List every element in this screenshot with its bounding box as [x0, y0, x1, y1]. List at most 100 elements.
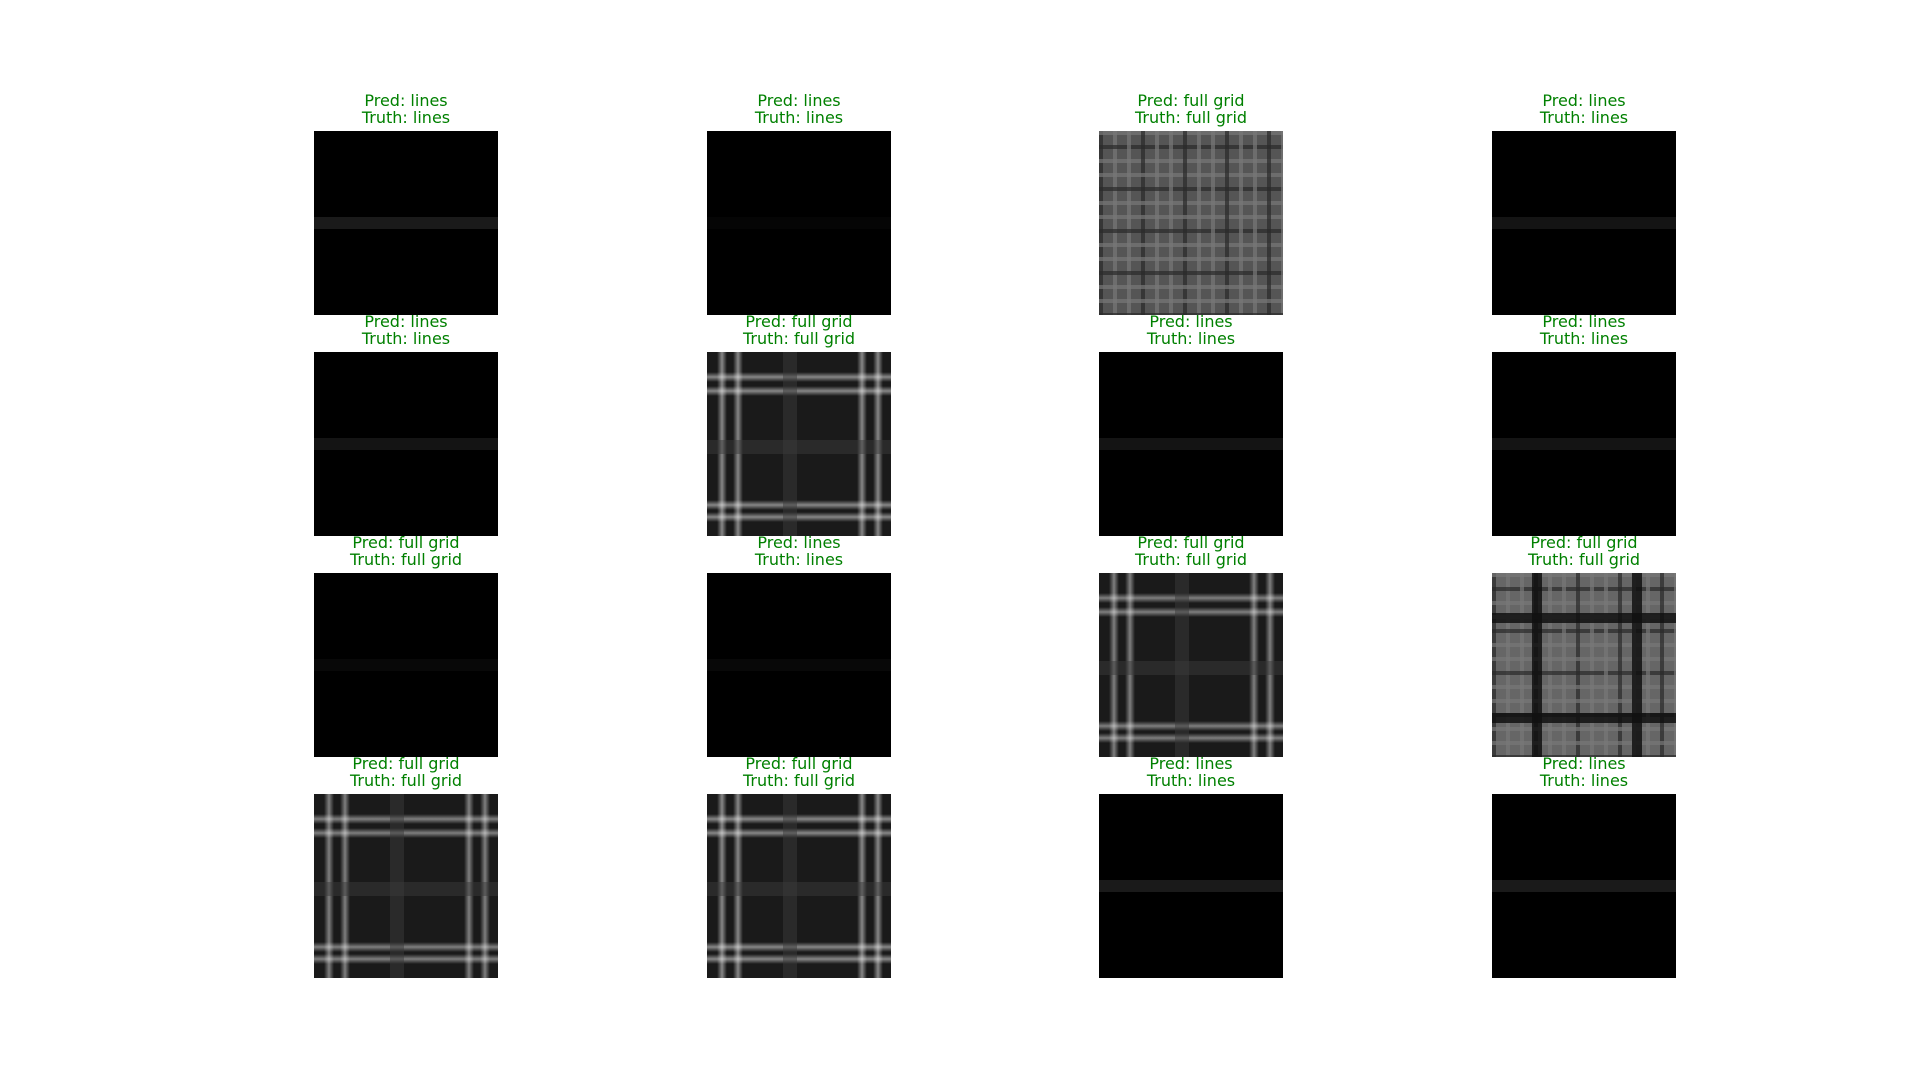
sample-image [1492, 573, 1676, 757]
pattern-band [314, 942, 498, 952]
pattern-band [1660, 573, 1664, 757]
pattern-band [1099, 173, 1283, 177]
pattern-band [1646, 573, 1650, 757]
pred-label: Pred: lines [757, 533, 841, 552]
pattern-band [314, 882, 498, 896]
pattern-band [1169, 131, 1173, 315]
panel-title: Pred: lines Truth: lines [274, 92, 538, 126]
sample-image [707, 794, 891, 978]
pattern-band [1099, 721, 1283, 731]
truth-label: Truth: full grid [1134, 108, 1248, 127]
pred-label: Pred: full grid [1530, 533, 1638, 552]
pattern-band [1099, 271, 1283, 275]
pattern-band [1099, 438, 1283, 450]
pattern-band [1492, 727, 1676, 731]
sample-image-canvas [707, 573, 891, 757]
truth-label: Truth: full grid [742, 329, 856, 348]
pattern-band [1099, 607, 1283, 617]
pattern-band [1127, 131, 1131, 315]
pred-label: Pred: full grid [1137, 533, 1245, 552]
pattern-band [707, 659, 891, 671]
panel-title: Pred: full grid Truth: full grid [1059, 92, 1323, 126]
sample-image [1099, 573, 1283, 757]
sample-image-canvas [1492, 794, 1676, 978]
sample-image [1099, 794, 1283, 978]
pattern-band [1211, 131, 1215, 315]
pattern-band [1492, 699, 1676, 703]
panel-title: Pred: full grid Truth: full grid [1059, 534, 1323, 568]
pred-label: Pred: lines [1542, 91, 1626, 110]
truth-label: Truth: lines [754, 550, 844, 569]
sample-image-canvas [1492, 131, 1676, 315]
panel-title: Pred: full grid Truth: full grid [667, 755, 931, 789]
pattern-band [1155, 131, 1159, 315]
pattern-band [707, 372, 891, 382]
pattern-band [1099, 243, 1283, 247]
sample-image-canvas [314, 131, 498, 315]
panel-title: Pred: lines Truth: lines [1452, 313, 1716, 347]
pattern-band [1099, 733, 1283, 743]
pattern-band [1197, 131, 1201, 315]
pattern-band [1099, 593, 1283, 603]
pattern-band [1562, 573, 1566, 757]
panel-title: Pred: lines Truth: lines [667, 92, 931, 126]
pred-label: Pred: full grid [352, 533, 460, 552]
pattern-band [1618, 573, 1622, 757]
sample-image [707, 573, 891, 757]
sample-image [314, 794, 498, 978]
pattern-band [707, 440, 891, 454]
pattern-band [1532, 573, 1542, 757]
pattern-band [1099, 661, 1283, 675]
pattern-band [1099, 131, 1103, 315]
pattern-band [314, 828, 498, 838]
panel-title: Pred: lines Truth: lines [1059, 313, 1323, 347]
pattern-band [1099, 229, 1283, 233]
pattern-band [1267, 131, 1271, 315]
pattern-band [707, 217, 891, 229]
pattern-band [1492, 629, 1676, 633]
sample-image [1099, 352, 1283, 536]
pattern-band [1099, 215, 1283, 219]
pred-label: Pred: lines [364, 91, 448, 110]
pred-label: Pred: lines [364, 312, 448, 331]
truth-label: Truth: full grid [349, 550, 463, 569]
truth-label: Truth: full grid [349, 771, 463, 790]
pattern-band [314, 954, 498, 964]
pattern-band [1099, 257, 1283, 261]
pattern-band [1281, 131, 1283, 315]
pattern-band [707, 814, 891, 824]
pattern-band [707, 500, 891, 510]
truth-label: Truth: lines [1146, 771, 1236, 790]
sample-image-canvas [1099, 573, 1283, 757]
sample-image [1492, 794, 1676, 978]
pattern-band [1492, 601, 1676, 605]
truth-label: Truth: full grid [1527, 550, 1641, 569]
pattern-band [1520, 573, 1524, 757]
truth-label: Truth: lines [1539, 771, 1629, 790]
truth-label: Truth: lines [1539, 329, 1629, 348]
pattern-band [1492, 755, 1676, 757]
pattern-band [1113, 131, 1117, 315]
sample-image [707, 131, 891, 315]
pred-label: Pred: lines [1542, 754, 1626, 773]
pattern-band [1239, 131, 1243, 315]
pattern-band [1492, 643, 1676, 647]
pattern-band [1492, 685, 1676, 689]
sample-image [314, 131, 498, 315]
sample-image-canvas [314, 573, 498, 757]
truth-label: Truth: lines [361, 329, 451, 348]
pattern-band [1506, 573, 1510, 757]
sample-image-canvas [707, 352, 891, 536]
pattern-band [1492, 573, 1496, 757]
pred-label: Pred: full grid [352, 754, 460, 773]
pred-label: Pred: full grid [745, 312, 853, 331]
pattern-band [1492, 613, 1676, 623]
sample-image-canvas [707, 131, 891, 315]
pattern-band [314, 438, 498, 450]
pattern-band [314, 217, 498, 229]
pred-label: Pred: full grid [745, 754, 853, 773]
panel-title: Pred: full grid Truth: full grid [667, 313, 931, 347]
pattern-band [1492, 217, 1676, 229]
pattern-band [1492, 587, 1676, 591]
